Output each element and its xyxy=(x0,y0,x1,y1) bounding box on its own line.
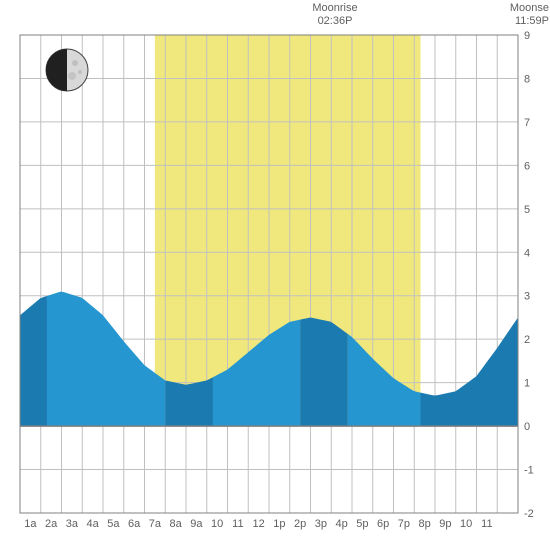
moonset-label: Moonse 11:59P xyxy=(499,2,549,28)
x-tick-label: 10 xyxy=(460,518,472,530)
y-tick-label: 6 xyxy=(524,160,530,172)
y-tick-label: 0 xyxy=(524,421,530,433)
y-tick-label: 5 xyxy=(524,204,530,216)
tide-chart: Moonrise 02:36P Moonse 11:59P -2-1012345… xyxy=(0,0,550,550)
x-tick-label: 11 xyxy=(232,518,243,530)
moonset-title: Moonse xyxy=(510,2,549,14)
x-tick-label: 1a xyxy=(24,518,37,530)
x-tick-label: 2a xyxy=(45,518,58,530)
y-tick-label: -1 xyxy=(524,465,534,477)
x-tick-label: 8a xyxy=(170,518,183,530)
x-tick-label: 11 xyxy=(481,518,492,530)
x-tick-label: 3a xyxy=(66,518,79,530)
x-tick-label: 5p xyxy=(356,518,368,530)
x-tick-label: 8p xyxy=(419,518,431,530)
x-tick-label: 1p xyxy=(273,518,285,530)
x-tick-label: 9a xyxy=(190,518,203,530)
x-tick-label: 9p xyxy=(439,518,451,530)
moonrise-time: 02:36P xyxy=(318,15,353,27)
moonset-time: 11:59P xyxy=(515,15,549,27)
y-tick-label: 4 xyxy=(524,247,530,259)
y-tick-label: 8 xyxy=(524,73,530,85)
x-tick-label: 7p xyxy=(398,518,410,530)
y-tick-label: 7 xyxy=(524,117,530,129)
x-tick-label: 6a xyxy=(128,518,141,530)
y-tick-label: 3 xyxy=(524,291,530,303)
x-tick-label: 5a xyxy=(107,518,120,530)
x-tick-label: 6p xyxy=(377,518,389,530)
x-tick-label: 10 xyxy=(211,518,223,530)
y-tick-label: 1 xyxy=(524,378,530,390)
x-tick-label: 7a xyxy=(149,518,162,530)
y-tick-label: 2 xyxy=(524,334,530,346)
moonrise-title: Moonrise xyxy=(312,2,357,14)
x-tick-label: 3p xyxy=(315,518,327,530)
x-tick-label: 12 xyxy=(253,518,265,530)
x-tick-label: 2p xyxy=(294,518,306,530)
x-tick-label: 4a xyxy=(87,518,100,530)
x-tick-label: 4p xyxy=(336,518,348,530)
moonrise-label: Moonrise 02:36P xyxy=(295,2,375,28)
y-tick-label: -2 xyxy=(524,508,534,520)
y-tick-label: 9 xyxy=(524,30,530,42)
moon-phase-icon xyxy=(45,48,89,92)
